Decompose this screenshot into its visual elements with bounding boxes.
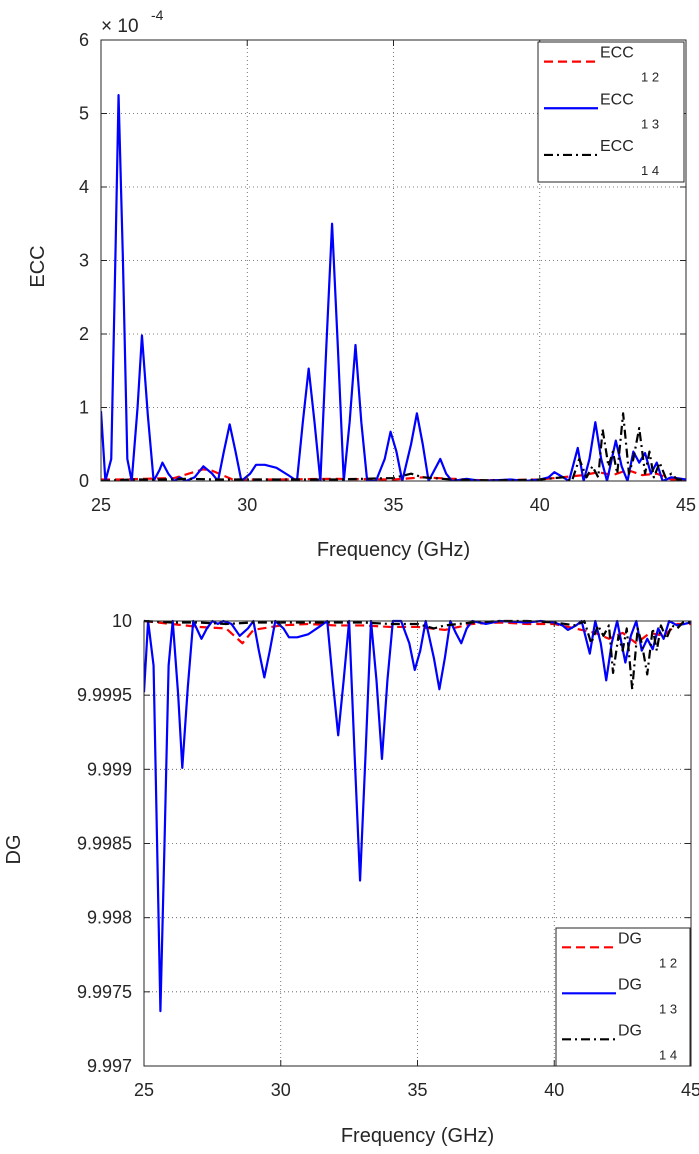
x-axis-label: Frequency (GHz) bbox=[341, 1125, 494, 1147]
y-tick-label: 4 bbox=[79, 177, 89, 197]
legend-label-3: ECC bbox=[600, 138, 634, 155]
x-tick-label: 30 bbox=[237, 495, 257, 515]
series-line-1 bbox=[101, 468, 686, 481]
legend-box bbox=[555, 927, 691, 1067]
x-tick-label: 25 bbox=[91, 495, 111, 515]
legend-box bbox=[537, 41, 685, 183]
series-line-3 bbox=[144, 619, 691, 691]
y-tick-label: 9.998 bbox=[87, 908, 132, 928]
chart-2: 25 30 35 40 45 9.997 9.9975 9.998 9.9985 9.999 9.9… bbox=[3, 611, 699, 1147]
y-tick-label: 9.999 bbox=[87, 759, 132, 779]
y-axis-label: ECC bbox=[27, 245, 49, 287]
x-tick-label: 40 bbox=[530, 495, 550, 515]
x-tick-label: 45 bbox=[676, 495, 696, 515]
y-tick-label: 9.9975 bbox=[77, 982, 132, 1002]
y-tick-label: 2 bbox=[79, 324, 89, 344]
legend-sub-3: 1 4 bbox=[659, 1047, 677, 1062]
legend: ECC 1 2 ECC 1 3 ECC 1 4 bbox=[537, 41, 685, 183]
legend-sub-2: 1 3 bbox=[641, 116, 659, 131]
y-tick-label: 6 bbox=[79, 30, 89, 50]
y-tick-label: 9.9995 bbox=[77, 685, 132, 705]
series-group bbox=[101, 94, 686, 481]
x-tick-label: 45 bbox=[681, 1080, 699, 1100]
y-tick-label: 9.997 bbox=[87, 1056, 132, 1076]
series-line-2 bbox=[144, 619, 691, 1013]
y-tick-label: 0 bbox=[79, 471, 89, 491]
y-exponent-label: × 10 bbox=[101, 16, 139, 37]
x-axis-label: Frequency (GHz) bbox=[317, 539, 470, 561]
series-line-1 bbox=[144, 619, 691, 645]
legend-label-2: ECC bbox=[600, 91, 634, 108]
x-tick-label: 30 bbox=[271, 1080, 291, 1100]
legend: DG 1 2 DG 1 3 DG 1 4 bbox=[555, 927, 691, 1067]
x-tick-label: 25 bbox=[134, 1080, 154, 1100]
legend-label-3: DG bbox=[618, 1022, 642, 1039]
legend-sub-3: 1 4 bbox=[641, 163, 659, 178]
y-tick-label: 5 bbox=[79, 104, 89, 124]
legend-sub-1: 1 2 bbox=[641, 70, 659, 85]
series-group bbox=[144, 619, 691, 1013]
legend-label-1: ECC bbox=[600, 45, 634, 62]
series-line-3 bbox=[101, 412, 686, 481]
legend-sub-2: 1 3 bbox=[659, 1001, 677, 1016]
y-tick-label: 3 bbox=[79, 251, 89, 271]
legend-sub-1: 1 2 bbox=[659, 955, 677, 970]
x-tick-label: 35 bbox=[383, 495, 403, 515]
legend-label-2: DG bbox=[618, 976, 642, 993]
series-line-2 bbox=[101, 94, 686, 481]
x-tick-label: 35 bbox=[407, 1080, 427, 1100]
x-tick-label: 40 bbox=[544, 1080, 564, 1100]
legend-label-1: DG bbox=[618, 930, 642, 947]
y-exponent-power: -4 bbox=[151, 7, 164, 23]
y-axis-label: DG bbox=[3, 835, 25, 865]
y-tick-label: 1 bbox=[79, 398, 89, 418]
y-tick-label: 10 bbox=[112, 611, 132, 631]
y-tick-label: 9.9985 bbox=[77, 834, 132, 854]
